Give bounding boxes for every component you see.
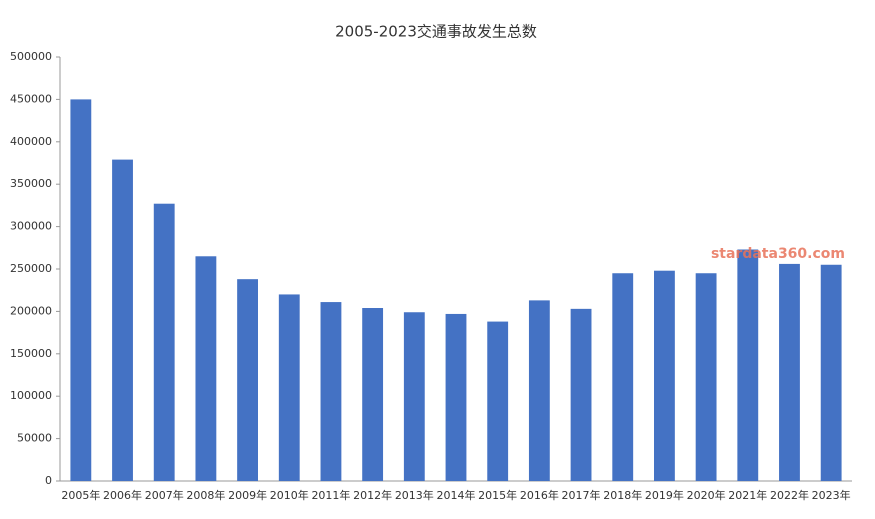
y-tick-label: 350000 bbox=[10, 177, 52, 190]
bar bbox=[779, 263, 800, 481]
x-tick-label: 2022年 bbox=[770, 488, 809, 502]
bar bbox=[362, 308, 384, 481]
bar bbox=[237, 279, 258, 481]
x-tick-label: 2014年 bbox=[437, 488, 476, 502]
bar bbox=[320, 302, 342, 481]
x-tick-label: 2009年 bbox=[228, 488, 267, 502]
y-tick-label: 450000 bbox=[10, 92, 52, 105]
x-tick-label: 2019年 bbox=[645, 488, 684, 502]
y-tick-label: 300000 bbox=[10, 220, 52, 233]
y-tick-label: 100000 bbox=[10, 389, 52, 402]
y-tick-label: 250000 bbox=[10, 262, 52, 275]
bar bbox=[570, 308, 592, 481]
bar bbox=[654, 270, 675, 481]
x-tick-label: 2010年 bbox=[270, 488, 309, 502]
x-tick-label: 2012年 bbox=[353, 488, 392, 502]
x-tick-label: 2017年 bbox=[562, 488, 601, 502]
bar bbox=[445, 313, 467, 481]
x-tick-label: 2006年 bbox=[103, 488, 142, 502]
x-tick-label: 2018年 bbox=[603, 488, 642, 502]
x-tick-label: 2008年 bbox=[186, 488, 225, 502]
bar bbox=[528, 300, 550, 481]
x-tick-label: 2020年 bbox=[687, 488, 726, 502]
bar bbox=[403, 312, 425, 481]
bar bbox=[695, 273, 717, 481]
x-tick-label: 2023年 bbox=[812, 488, 851, 502]
y-tick-label: 50000 bbox=[17, 432, 52, 445]
bar bbox=[820, 264, 842, 481]
x-tick-label: 2007年 bbox=[145, 488, 184, 502]
bar bbox=[70, 99, 92, 482]
y-tick-label: 200000 bbox=[10, 304, 52, 317]
bar bbox=[612, 273, 634, 481]
x-tick-label: 2021年 bbox=[728, 488, 767, 502]
watermark: stardata360.com bbox=[711, 246, 845, 262]
chart-title: 2005-2023交通事故发生总数 bbox=[335, 23, 537, 41]
x-tick-label: 2013年 bbox=[395, 488, 434, 502]
x-tick-label: 2005年 bbox=[61, 488, 100, 502]
y-tick-label: 400000 bbox=[10, 135, 52, 148]
x-tick-label: 2016年 bbox=[520, 488, 559, 502]
bar bbox=[153, 203, 175, 482]
y-tick-label: 150000 bbox=[10, 347, 52, 360]
bar bbox=[278, 294, 300, 481]
bar bbox=[487, 321, 509, 481]
x-tick-label: 2011年 bbox=[311, 488, 350, 502]
bar bbox=[112, 159, 133, 481]
y-tick-label: 500000 bbox=[10, 50, 52, 63]
x-tick-label: 2015年 bbox=[478, 488, 517, 502]
y-tick-label: 0 bbox=[45, 474, 52, 487]
bar bbox=[195, 256, 217, 481]
bar bbox=[737, 249, 759, 481]
